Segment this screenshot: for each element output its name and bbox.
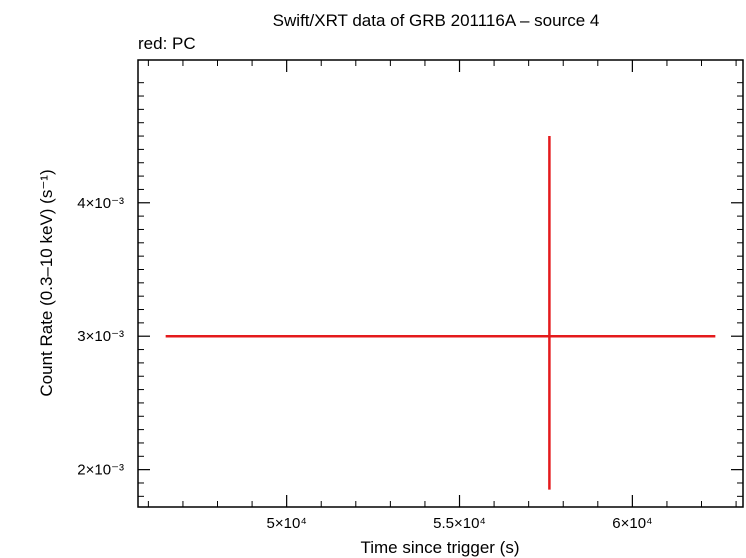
y-axis-ticks: 2×10⁻³ 3×10⁻³ 4×10⁻³ — [77, 195, 743, 479]
chart-subtitle: red: PC — [138, 34, 196, 53]
y-tick-label: 4×10⁻³ — [77, 195, 124, 212]
x-axis-label: Time since trigger (s) — [360, 538, 519, 557]
data-point — [165, 136, 716, 490]
y-axis-label: Count Rate (0.3–10 keV) (s⁻¹) — [37, 169, 56, 396]
series-layer — [165, 136, 716, 490]
x-tick-label: 5×10⁴ — [267, 515, 307, 532]
minor-ticks — [138, 60, 743, 507]
chart-title: Swift/XRT data of GRB 201116A – source 4 — [273, 11, 600, 30]
x-tick-label: 5.5×10⁴ — [433, 515, 486, 532]
plot-frame — [137, 59, 744, 508]
x-axis-ticks: 5×10⁴ 5.5×10⁴ 6×10⁴ — [267, 60, 652, 532]
y-tick-label: 2×10⁻³ — [77, 462, 124, 479]
y-tick-label: 3×10⁻³ — [77, 328, 124, 345]
x-tick-label: 6×10⁴ — [612, 515, 652, 532]
